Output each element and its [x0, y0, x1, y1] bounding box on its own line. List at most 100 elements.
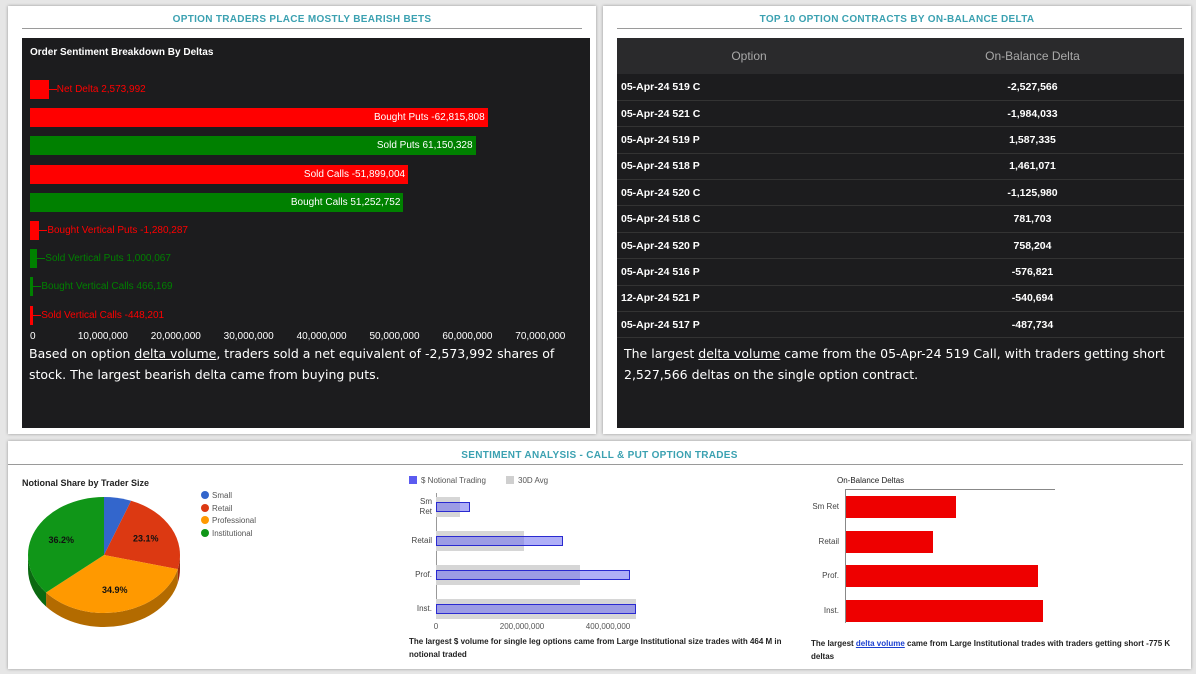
legend-item[interactable]: Small: [201, 491, 232, 500]
sentiment-breakdown-panel: OPTION TRADERS PLACE MOSTLY BEARISH BETS…: [8, 6, 596, 434]
legend-item[interactable]: $ Notional Trading: [409, 476, 486, 485]
legend-item[interactable]: Retail: [201, 503, 233, 513]
notional-bar[interactable]: [436, 604, 636, 614]
delta-volume-link[interactable]: delta volume: [698, 346, 781, 361]
x-axis-tick: 200,000,000: [499, 622, 545, 631]
title-divider: [8, 464, 1183, 465]
delta-bar[interactable]: [846, 599, 1043, 622]
legend-label: Institutional: [212, 528, 253, 538]
table-row[interactable]: 05-Apr-24 521 C -1,984,033: [617, 100, 1184, 128]
option-cell: 05-Apr-24 520 C: [617, 179, 881, 207]
delta-cell: -576,821: [881, 258, 1184, 286]
option-cell: 05-Apr-24 518 C: [617, 205, 881, 233]
legend-swatch-icon: [201, 516, 209, 524]
pie-slice[interactable]: [104, 500, 180, 570]
table-row[interactable]: 05-Apr-24 520 P 758,204: [617, 232, 1184, 260]
table-row[interactable]: 05-Apr-24 519 C -2,527,566: [617, 74, 1184, 101]
delta-bar-label: Sold Vertical Puts 1,000,067: [45, 253, 171, 265]
option-cell: 05-Apr-24 519 C: [617, 74, 881, 101]
table-row[interactable]: 05-Apr-24 518 C 781,703: [617, 205, 1184, 233]
caption-pre: The largest: [624, 346, 699, 361]
legend-swatch-icon: [201, 503, 209, 512]
delta-bar-chart: Net Delta 2,573,992 Bought Puts -62,815,8…: [22, 38, 590, 342]
delta-volume-link[interactable]: delta volume: [134, 346, 217, 361]
delta-cell: 1,587,335: [881, 126, 1184, 154]
delta-bar[interactable]: Sold Puts 61,150,328: [30, 136, 476, 156]
notional-bar-chart: Sm Ret Retail Prof. Inst. 0 200,000,000 400,00…: [388, 493, 688, 633]
delta-bar[interactable]: [30, 277, 34, 297]
table-row[interactable]: 12-Apr-24 521 P -540,694: [617, 285, 1184, 313]
table-row[interactable]: 05-Apr-24 519 P 1,587,335: [617, 126, 1184, 154]
on-balance-delta-chart: Sm Ret Retail Prof. Inst.: [788, 489, 1088, 629]
x-axis-tick: 10,000,000: [77, 331, 128, 342]
top-contracts-panel: TOP 10 OPTION CONTRACTS BY ON-BALANCE DE…: [603, 6, 1191, 434]
x-axis-tick: 40,000,000: [296, 331, 347, 342]
delta-cell: 758,204: [881, 232, 1184, 260]
delta-bar[interactable]: [30, 305, 34, 325]
chart-caption: Based on option delta volume, traders so…: [29, 343, 574, 385]
legend-swatch-icon: [201, 528, 209, 537]
y-axis-label: Retail: [818, 536, 839, 546]
delta-cell: 781,703: [881, 205, 1184, 233]
column-header-option[interactable]: Option: [617, 38, 881, 74]
delta-bar[interactable]: [30, 80, 49, 99]
panel-title: OPTION TRADERS PLACE MOSTLY BEARISH BETS: [172, 14, 432, 25]
pie-slice[interactable]: [28, 497, 104, 593]
legend-item[interactable]: Professional: [201, 516, 256, 525]
pie-slice-side: [28, 555, 47, 607]
option-cell: 05-Apr-24 519 P: [617, 126, 881, 154]
delta-bar[interactable]: [846, 530, 933, 553]
delta-bar[interactable]: [846, 565, 1038, 587]
x-axis-tick: 60,000,000: [442, 331, 493, 342]
chart-title: Order Sentiment Breakdown By Deltas: [30, 47, 214, 58]
caption-post: came from the 05-Apr-24 519 Call, with t…: [624, 346, 1165, 382]
delta-bar-label: Bought Vertical Puts -1,280,287: [47, 225, 188, 236]
option-cell: 12-Apr-24 521 P: [617, 285, 881, 313]
table-caption: The largest delta volume came from the 0…: [624, 343, 1174, 385]
obd-caption: The largest delta volume came from Large…: [811, 637, 1186, 663]
delta-bar-label: Bought Puts -62,815,808: [374, 112, 485, 124]
pie-slice-side: [177, 555, 180, 584]
legend-label: Small: [212, 491, 233, 500]
pie-slice[interactable]: [46, 555, 178, 613]
caption-post: came from Large Institutional trades wit…: [811, 639, 1171, 661]
panel-title: TOP 10 OPTION CONTRACTS BY ON-BALANCE DE…: [759, 14, 1035, 25]
option-cell: 05-Apr-24 521 C: [617, 100, 881, 128]
delta-breakdown-card: Order Sentiment Breakdown By Deltas Net …: [22, 38, 590, 428]
delta-bar[interactable]: [846, 496, 957, 518]
table-row[interactable]: 05-Apr-24 517 P -487,734: [617, 311, 1184, 339]
contracts-table: Option On-Balance Delta 05-Apr-24 519 C-…: [617, 38, 1184, 339]
x-axis-tick: 0: [30, 331, 36, 342]
pie-slice[interactable]: [104, 497, 132, 555]
notional-bar[interactable]: [436, 502, 470, 512]
delta-bar-label: Bought Calls 51,252,752: [290, 196, 401, 208]
caption-pre: Based on option: [29, 346, 135, 361]
notional-bar[interactable]: [436, 570, 630, 580]
delta-bar[interactable]: Sold Calls -51,899,004: [30, 164, 409, 184]
pie-title: Notional Share by Trader Size: [22, 478, 150, 488]
y-axis-label: Inst.: [823, 605, 839, 615]
delta-bar[interactable]: [30, 221, 40, 240]
x-axis-tick: 400,000,000: [585, 622, 631, 631]
table-row[interactable]: 05-Apr-24 518 P 1,461,071: [617, 153, 1184, 181]
legend-item[interactable]: Institutional: [201, 528, 253, 538]
x-axis-tick: 30,000,000: [223, 331, 274, 342]
column-header-on-balance-delta[interactable]: On-Balance Delta: [881, 38, 1184, 74]
legend-label: Retail: [212, 503, 233, 513]
legend-item[interactable]: 30D Avg: [506, 476, 548, 485]
table-row[interactable]: 05-Apr-24 520 C -1,125,980: [617, 179, 1184, 207]
delta-bar[interactable]: [30, 249, 38, 269]
y-axis-label: Prof.: [415, 570, 432, 579]
legend-swatch-icon: [506, 476, 514, 484]
x-axis-tick: 20,000,000: [150, 331, 201, 342]
y-axis-label: Retail: [411, 536, 432, 545]
obd-title: On-Balance Deltas: [837, 476, 905, 485]
label-connector: [37, 258, 46, 260]
notional-bar[interactable]: [436, 536, 563, 546]
delta-bar[interactable]: Bought Puts -62,815,808: [30, 108, 488, 128]
pie-slice-label: 34.9%: [102, 585, 128, 595]
legend-label: Professional: [212, 516, 257, 525]
delta-bar[interactable]: Bought Calls 51,252,752: [30, 192, 404, 212]
table-row[interactable]: 05-Apr-24 516 P -576,821: [617, 258, 1184, 286]
delta-volume-link[interactable]: delta volume: [855, 639, 905, 648]
